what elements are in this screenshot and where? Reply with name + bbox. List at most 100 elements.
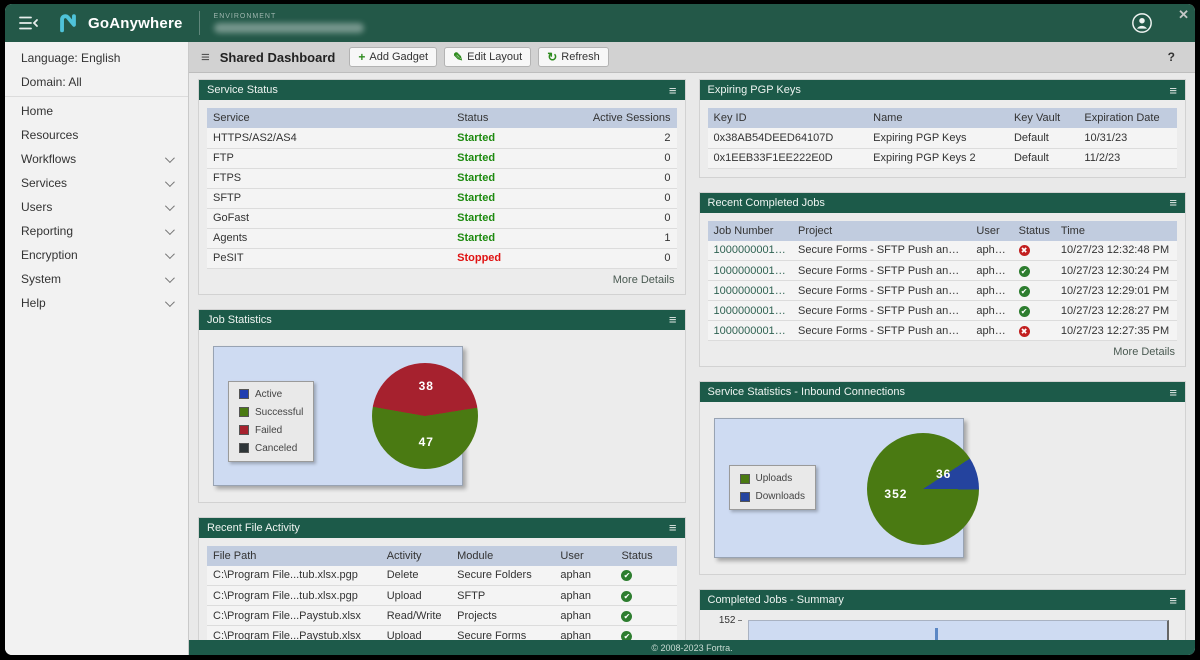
chart-legend: Uploads Downloads bbox=[729, 465, 816, 510]
gadget-title: Recent Completed Jobs bbox=[708, 197, 825, 209]
service-status-value: Started bbox=[451, 168, 582, 188]
gadget-completed-jobs-summary: Completed Jobs - Summary ≡ 152 114 bbox=[699, 589, 1187, 640]
table-row: HTTPS/AS2/AS4 Started 2 bbox=[207, 128, 677, 148]
gadget-title: Service Statistics - Inbound Connections bbox=[708, 386, 906, 398]
job-number-link[interactable]: 1000000001771 bbox=[708, 281, 793, 301]
activity-value: Upload bbox=[381, 586, 451, 606]
sidebar-nav-label: System bbox=[21, 272, 61, 286]
user-account-icon[interactable] bbox=[1131, 12, 1153, 34]
legend-item: Successful bbox=[239, 407, 303, 418]
job-number-link[interactable]: 1000000001770 bbox=[708, 301, 793, 321]
project-name: Secure Forms - SFTP Push and Encrypt bbox=[792, 301, 970, 321]
gadget-menu-icon[interactable]: ≡ bbox=[669, 313, 677, 326]
dashboard-menu-icon[interactable]: ≡ bbox=[201, 50, 210, 65]
more-details-link[interactable]: More Details bbox=[207, 269, 677, 286]
service-status-value: Started bbox=[451, 208, 582, 228]
close-icon[interactable]: ✕ bbox=[1178, 7, 1189, 23]
sidebar-nav-item[interactable]: Resources bbox=[5, 123, 188, 147]
sidebar-info-item: Language: English bbox=[5, 46, 188, 70]
more-details-link[interactable]: More Details bbox=[708, 341, 1178, 358]
chevron-down-icon bbox=[165, 273, 175, 283]
copyright-text: © 2008-2023 Fortra. bbox=[651, 643, 732, 653]
user-value: aphan bbox=[970, 281, 1012, 301]
goanywhere-logo-icon bbox=[57, 12, 79, 34]
activity-value: Upload bbox=[381, 626, 451, 641]
sidebar-collapse-icon[interactable] bbox=[19, 15, 39, 31]
table-row: C:\Program File...Paystub.xlsx Upload Se… bbox=[207, 626, 677, 641]
key-vault: Default bbox=[1008, 128, 1078, 148]
sidebar-nav-item[interactable]: Reporting bbox=[5, 219, 188, 243]
legend-label: Successful bbox=[255, 407, 303, 418]
gadget-menu-icon[interactable]: ≡ bbox=[1169, 594, 1177, 607]
column-header: Name bbox=[867, 108, 1008, 128]
key-id: 0x38AB54DEED64107D bbox=[708, 128, 868, 148]
activity-value: Delete bbox=[381, 566, 451, 586]
sidebar-nav-item[interactable]: Workflows bbox=[5, 147, 188, 171]
refresh-button[interactable]: ↻ Refresh bbox=[538, 47, 609, 67]
legend-label: Failed bbox=[255, 425, 282, 436]
project-name: Secure Forms - SFTP Push and Encrypt bbox=[792, 241, 970, 261]
sidebar-nav-item[interactable]: Encryption bbox=[5, 243, 188, 267]
time-value: 10/27/23 12:28:27 PM bbox=[1055, 301, 1177, 321]
project-name: Secure Forms - SFTP Push and Encrypt bbox=[792, 261, 970, 281]
chevron-down-icon bbox=[165, 201, 175, 211]
gadget-menu-icon[interactable]: ≡ bbox=[1169, 196, 1177, 209]
sidebar-nav-label: Reporting bbox=[21, 224, 73, 238]
add-gadget-button[interactable]: + Add Gadget bbox=[349, 47, 437, 67]
file-path: C:\Program File...Paystub.xlsx bbox=[207, 606, 381, 626]
brand-name: GoAnywhere bbox=[88, 15, 183, 32]
time-value: 10/27/23 12:27:35 PM bbox=[1055, 321, 1177, 341]
gadget-menu-icon[interactable]: ≡ bbox=[669, 521, 677, 534]
sidebar-info-label: Domain: All bbox=[21, 75, 82, 89]
column-header: Status bbox=[451, 108, 582, 128]
edit-layout-label: Edit Layout bbox=[467, 51, 522, 63]
table-row: 1000000001771 Secure Forms - SFTP Push a… bbox=[708, 281, 1178, 301]
status-icon bbox=[1019, 266, 1030, 277]
refresh-label: Refresh bbox=[561, 51, 600, 63]
chart-legend: Active Successful bbox=[228, 381, 314, 462]
gadget-inbound-connections: Service Statistics - Inbound Connections… bbox=[699, 381, 1187, 575]
gadget-title: Job Statistics bbox=[207, 314, 272, 326]
column-header: User bbox=[970, 221, 1012, 241]
service-name: SFTP bbox=[207, 188, 451, 208]
gadget-menu-icon[interactable]: ≡ bbox=[669, 84, 677, 97]
project-name: Secure Forms - SFTP Push and Encrypt bbox=[792, 281, 970, 301]
gadget-service-status: Service Status ≡ Service Status Active S… bbox=[198, 79, 686, 295]
legend-item: Uploads bbox=[740, 473, 805, 484]
sidebar-nav-item[interactable]: Home bbox=[5, 99, 188, 123]
service-name: GoFast bbox=[207, 208, 451, 228]
active-sessions-value: 0 bbox=[583, 188, 677, 208]
user-value: aphan bbox=[554, 586, 615, 606]
pencil-icon: ✎ bbox=[453, 51, 463, 63]
user-value: aphan bbox=[554, 626, 615, 641]
active-sessions-value: 0 bbox=[583, 208, 677, 228]
table-row: Agents Started 1 bbox=[207, 228, 677, 248]
gadget-title: Expiring PGP Keys bbox=[708, 84, 801, 96]
sidebar-nav-item[interactable]: System bbox=[5, 267, 188, 291]
sidebar-nav-item[interactable]: Help bbox=[5, 291, 188, 315]
plus-icon: + bbox=[358, 51, 365, 63]
service-status-value: Started bbox=[451, 148, 582, 168]
sidebar-nav-item[interactable]: Users bbox=[5, 195, 188, 219]
status-icon bbox=[621, 591, 632, 602]
sidebar-nav-item[interactable]: Services bbox=[5, 171, 188, 195]
table-row: 1000000001772 Secure Forms - SFTP Push a… bbox=[708, 261, 1178, 281]
gadget-menu-icon[interactable]: ≡ bbox=[1169, 84, 1177, 97]
table-row: FTPS Started 0 bbox=[207, 168, 677, 188]
service-name: FTPS bbox=[207, 168, 451, 188]
job-number-link[interactable]: 1000000001772 bbox=[708, 261, 793, 281]
column-header: Project bbox=[792, 221, 970, 241]
user-value: aphan bbox=[554, 606, 615, 626]
edit-layout-button[interactable]: ✎ Edit Layout bbox=[444, 47, 531, 67]
environment-name-redacted bbox=[214, 23, 364, 33]
status-icon bbox=[621, 570, 632, 581]
job-number-link[interactable]: 1000000001773 bbox=[708, 241, 793, 261]
environment-block: ENVIRONMENT bbox=[214, 13, 364, 33]
chevron-down-icon bbox=[165, 297, 175, 307]
help-icon[interactable]: ? bbox=[1168, 50, 1175, 64]
gadget-menu-icon[interactable]: ≡ bbox=[1169, 386, 1177, 399]
chevron-down-icon bbox=[165, 153, 175, 163]
sidebar-nav: Home Resources Workflows bbox=[5, 96, 188, 315]
job-number-link[interactable]: 1000000001769 bbox=[708, 321, 793, 341]
dashboard-toolbar: ≡ Shared Dashboard + Add Gadget ✎ Edit L… bbox=[189, 42, 1195, 73]
